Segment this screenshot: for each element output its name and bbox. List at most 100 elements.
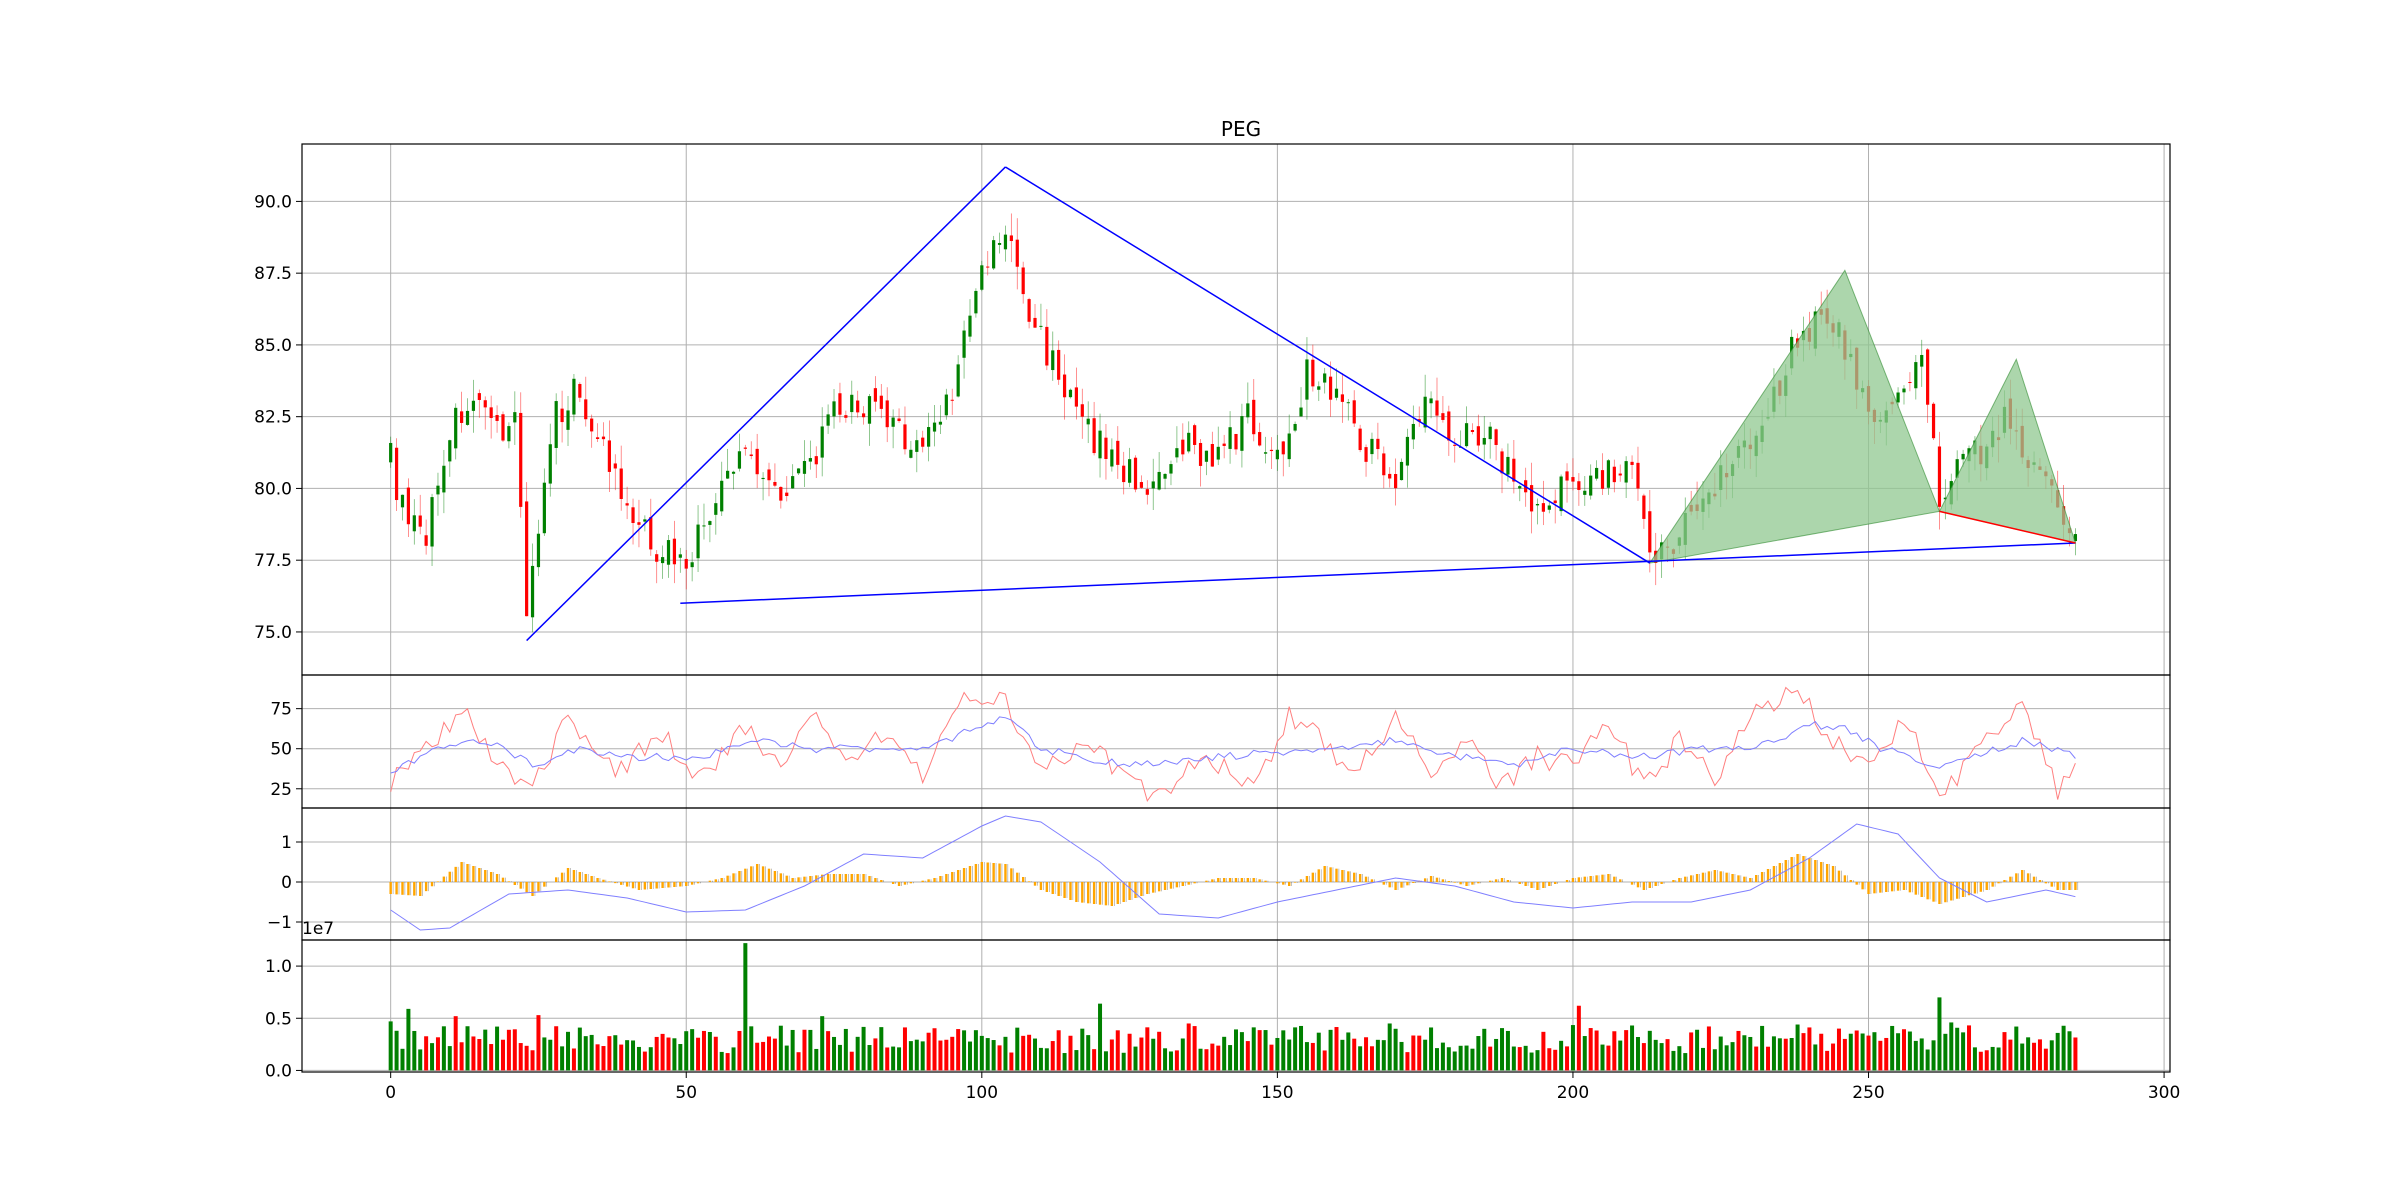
trendline (680, 542, 2076, 604)
candle-body (749, 454, 753, 457)
volume-bar (1293, 1027, 1298, 1071)
volume-bar (1547, 1048, 1552, 1071)
candle-body (454, 407, 458, 449)
candle-body (1896, 392, 1900, 403)
volume-bar (1050, 1041, 1055, 1071)
volume-bar (1635, 1037, 1640, 1071)
candle-body (909, 449, 913, 458)
volume-bar (1913, 1040, 1918, 1071)
candle-body (584, 399, 588, 420)
candle-body (1914, 362, 1918, 389)
volume-bar (1464, 1045, 1469, 1071)
y-tick-label: 1 (281, 833, 292, 853)
volume-bar (1068, 1035, 1073, 1071)
candle-body (400, 494, 405, 508)
candle-body (1263, 452, 1268, 454)
volume-bar (1399, 1041, 1404, 1071)
candle-body (962, 330, 966, 358)
candle-body (761, 477, 765, 480)
volume-bar (2067, 1031, 2072, 1071)
candle-body (655, 554, 659, 562)
candle-body (501, 414, 505, 441)
volume-bar (802, 1029, 807, 1071)
volume-bar (489, 1044, 494, 1071)
volume-bar (1972, 1047, 1977, 1071)
candle-body (773, 481, 777, 486)
candle-body (1187, 432, 1191, 452)
stochastic-line (390, 716, 2076, 774)
candle-body (442, 465, 446, 493)
volume-bar (1706, 1026, 1711, 1071)
volume-bar (914, 1039, 919, 1071)
volume-bar (1529, 1052, 1534, 1071)
candle-body (1175, 448, 1179, 458)
candle-body (619, 468, 623, 499)
chart-title: PEG (1221, 117, 1261, 141)
candle-body (513, 412, 517, 423)
candle-body (1494, 429, 1498, 445)
x-tick-label: 0 (385, 1083, 396, 1103)
volume-bar (1299, 1025, 1304, 1071)
candle-body (1955, 459, 1959, 478)
volume-bar (1098, 1003, 1103, 1071)
candle-body (1926, 349, 1930, 405)
volume-bar (1452, 1051, 1457, 1071)
candle-body (1399, 461, 1404, 481)
y-tick-label: 82.5 (254, 408, 292, 428)
candle-body (1340, 394, 1345, 402)
x-tick-label: 50 (675, 1083, 697, 1103)
volume-bar (1346, 1032, 1351, 1071)
volume-bar (1304, 1042, 1309, 1071)
candle-body (1299, 407, 1303, 417)
candle-body (1009, 235, 1013, 242)
volume-bar (583, 1036, 588, 1071)
candle-body (1648, 511, 1652, 553)
volume-bar (1984, 1050, 1989, 1071)
volume-bar (1145, 1027, 1150, 1071)
volume-bar (897, 1047, 902, 1071)
y-tick-label: 75.0 (254, 623, 292, 643)
candle-body (560, 408, 564, 423)
y-tick-label: 50 (270, 740, 292, 760)
y-tick-label: 25 (270, 780, 292, 800)
candle-body (1541, 503, 1545, 512)
candle-body (1163, 473, 1167, 479)
candle-body (1937, 446, 1942, 507)
volume-bar (1990, 1046, 1995, 1071)
y-tick-label: 87.5 (254, 264, 292, 284)
candle-body (1589, 475, 1593, 496)
volume-bar (1872, 1032, 1877, 1071)
volume-bar (826, 1031, 831, 1071)
volume-bar (1766, 1046, 1771, 1071)
candle-body (1246, 403, 1250, 418)
candle-body (808, 458, 812, 462)
volume-bar (873, 1038, 878, 1071)
candle-body (1624, 461, 1628, 483)
candle-body (643, 519, 647, 522)
volume-bar (1884, 1037, 1889, 1071)
volume-bar (601, 1046, 606, 1071)
volume-bar (731, 1047, 736, 1071)
volume-bar (985, 1038, 990, 1071)
volume-bar (1180, 1038, 1185, 1071)
volume-bar (926, 1032, 931, 1071)
volume-bar (1015, 1027, 1020, 1071)
candle-body (525, 501, 529, 617)
candle-body (743, 447, 747, 449)
volume-bar (1789, 1037, 1794, 1071)
volume-bar (613, 1035, 618, 1071)
y-tick-label: 0 (281, 873, 292, 893)
volume-bar (1009, 1052, 1014, 1071)
volume-bar (778, 1025, 783, 1071)
candle-body (1482, 437, 1486, 445)
volume-bar (536, 1015, 541, 1071)
candle-body (1518, 486, 1522, 489)
candle-body (826, 414, 830, 426)
volume-bar (471, 1036, 476, 1071)
offset-label: 1e7 (302, 919, 334, 939)
volume-bar (1488, 1046, 1493, 1071)
candle-body (430, 497, 434, 547)
volume-bar (790, 1029, 795, 1071)
volume-bar (2049, 1040, 2054, 1071)
volume-bar (991, 1040, 996, 1071)
